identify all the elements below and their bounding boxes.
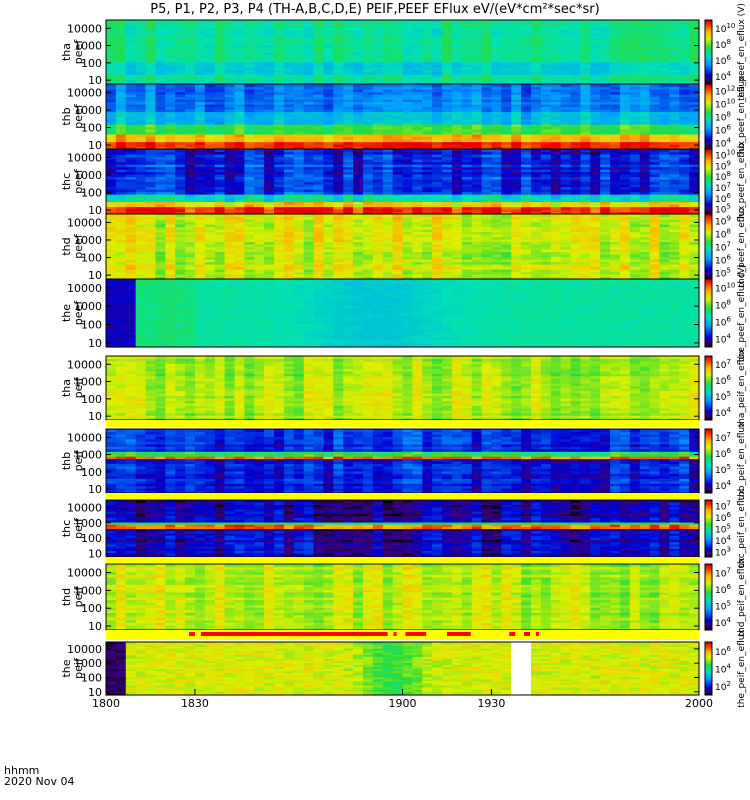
colorbar-tick-label: 1010 bbox=[715, 22, 735, 35]
y-tick-label: 10000 bbox=[67, 22, 102, 35]
y-tick-label: 10 bbox=[88, 74, 102, 87]
colorbar-tick-label: 106 bbox=[715, 54, 731, 67]
colorbar-tick-label: 106 bbox=[715, 124, 731, 137]
colorbar-tick-label: 108 bbox=[715, 111, 731, 124]
y-axis-label: peef bbox=[72, 103, 85, 129]
y-tick-label: 10000 bbox=[67, 151, 102, 164]
colorbar-tick-label: 1010 bbox=[715, 148, 735, 161]
y-tick-label: 10 bbox=[88, 139, 102, 152]
colorbar-tick-label: 1010 bbox=[715, 98, 735, 111]
colorbar-tick-label: 1012 bbox=[715, 85, 735, 98]
y-tick-label: 10000 bbox=[67, 86, 102, 99]
colorbar-tick-label: 108 bbox=[715, 38, 731, 51]
y-tick-label: 10 bbox=[88, 204, 102, 217]
y-axis-label: peef bbox=[72, 168, 85, 194]
y-axis-label: peef bbox=[72, 39, 85, 65]
colorbar-tick-label: 104 bbox=[715, 70, 731, 83]
